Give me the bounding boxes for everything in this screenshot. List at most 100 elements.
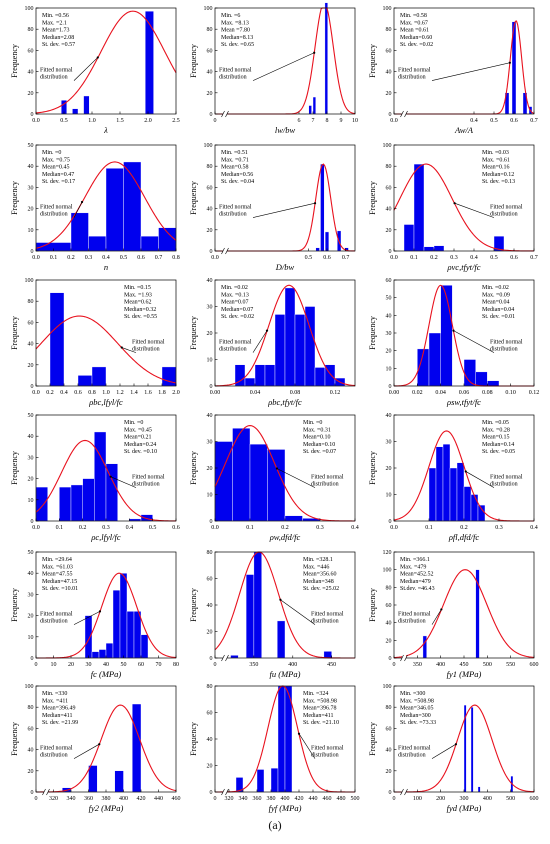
y-tick-label: 80 (207, 164, 213, 170)
stat-line: Min. =328.1 (303, 557, 333, 563)
stat-line: St. dev. =0.13 (482, 179, 515, 185)
stat-line: Min. =366.1 (400, 557, 430, 563)
x-tick-label: 0.06 (459, 390, 470, 396)
y-tick-label: 60 (207, 577, 213, 583)
bar-1 (315, 247, 320, 252)
axis-break-marker (221, 654, 229, 662)
bar-3 (254, 364, 266, 387)
y-tick-label: 20 (386, 91, 392, 97)
x-tick-label: 9 (340, 118, 343, 124)
x-tick-label: 0.8 (172, 255, 180, 261)
bar-3 (423, 246, 435, 252)
x-axis-label: fyd (MPa) (447, 803, 482, 813)
x-tick-label: 0.1 (50, 255, 58, 261)
y-tick-label: 30 (28, 185, 34, 191)
y-tick-label: 20 (28, 769, 34, 775)
x-tick-label: 0.2 (281, 525, 289, 531)
y-tick-label: 80 (386, 585, 392, 591)
y-tick-label: 40 (386, 313, 392, 319)
y-tick-label: 10 (28, 635, 34, 641)
fitted-normal-curve (35, 315, 177, 384)
bar-2 (256, 769, 265, 793)
fit-annotation: distribution (40, 753, 68, 759)
x-tick-label: 1.6 (144, 390, 152, 396)
x-tick-label: 0.0 (390, 525, 398, 531)
y-tick-label: 20 (386, 769, 392, 775)
chart-panel-3: 0.0 0.4 0.5 0.6 0.7 0 20 40 60 80 100 Aw/A Frequency… (368, 6, 538, 135)
plot-frame (214, 7, 356, 115)
bar-6 (119, 573, 128, 659)
y-tick-label: 20 (207, 466, 213, 472)
stat-line: Max. =0.67 (400, 20, 428, 26)
y-tick-label: 50 (28, 550, 34, 556)
stat-line: Max. =2.1 (42, 20, 67, 26)
x-tick-label: 0.7 (530, 255, 538, 261)
y-tick-label: 100 (25, 278, 34, 284)
stat-line: Min. =330 (42, 691, 67, 697)
x-tick-label: 0.4 (530, 525, 538, 531)
fit-annotation-arrowhead (96, 56, 99, 59)
bar-7 (294, 314, 306, 387)
bar-2 (435, 446, 444, 522)
bar-3 (324, 231, 330, 252)
x-tick-label: 0.4 (102, 255, 110, 261)
stat-line: Min. =0.56 (42, 13, 69, 19)
y-tick-label: 60 (386, 278, 392, 284)
y-tick-label: 20 (386, 228, 392, 234)
fit-annotation: Fitted normal (398, 612, 431, 618)
x-axis-label: lw/bw (275, 125, 296, 135)
fit-annotation: Fitted normal (490, 205, 523, 211)
y-tick-label: 60 (386, 185, 392, 191)
y-tick-label: 0 (210, 384, 213, 390)
x-tick-label: 0 (393, 796, 396, 802)
y-tick-label: 20 (207, 764, 213, 770)
bar-2 (320, 163, 325, 252)
fit-annotation: Fitted normal (40, 68, 73, 74)
y-axis-label: Frequency (10, 722, 19, 756)
chart-panel-6: 0.0 0.1 0.2 0.3 0.4 0.5 0.6 0.7 0 20 40 60 80 100 ρvc,… (368, 143, 538, 272)
bar-5 (323, 651, 332, 659)
y-tick-label: 80 (207, 27, 213, 33)
fit-annotation: Fitted normal (398, 746, 431, 752)
x-tick-label: 0.2 (67, 255, 75, 261)
x-tick-label: 0.4 (351, 525, 359, 531)
fit-annotation-arrowhead (120, 346, 123, 349)
bar-5 (274, 314, 286, 387)
y-tick-label: 60 (207, 711, 213, 717)
y-tick-label: 20 (28, 363, 34, 369)
bar-1 (422, 635, 427, 659)
x-tick-label: 0.2 (460, 525, 468, 531)
fit-annotation-arrowhead (279, 598, 282, 601)
y-tick-label: 20 (386, 466, 392, 472)
x-tick-label: 350 (249, 662, 258, 668)
x-tick-label: 0.08 (482, 390, 493, 396)
bar-2 (413, 163, 425, 252)
stat-line: St. dev. =73.33 (400, 720, 436, 726)
fit-annotation-arrowhead (453, 202, 456, 205)
chart-panel-11: 0.0 0.1 0.2 0.3 0.4 0 10 20 30 40 ρw,dfd/fc Frequen… (189, 413, 359, 542)
stat-line: Min. =324 (303, 691, 328, 697)
y-tick-label: 40 (28, 164, 34, 170)
x-tick-label: 380 (102, 796, 111, 802)
stat-line: Mean=1.73 (42, 28, 70, 34)
fit-annotation: distribution (40, 212, 68, 218)
stat-line: Max. =1.93 (124, 292, 152, 298)
stat-line: Mean=0.58 (221, 165, 249, 171)
x-tick-label: 400 (281, 796, 290, 802)
x-tick-label: 0 (393, 662, 396, 668)
plot-frame (214, 144, 356, 252)
x-tick-label: 440 (309, 796, 318, 802)
fit-annotation-arrow (298, 733, 316, 759)
stat-line: Median=0.47 (42, 172, 74, 178)
y-tick-label: 40 (207, 278, 213, 284)
fitted-normal-curve (393, 569, 535, 659)
x-tick-label: 0 (35, 662, 38, 668)
stat-line: St. dev. =0.17 (42, 179, 75, 185)
bar-1 (403, 224, 415, 252)
stat-line: Median=0.04 (482, 307, 514, 313)
stat-line: Median=411 (303, 713, 334, 719)
bar-3 (98, 649, 107, 659)
fit-annotation-arrow (431, 609, 442, 625)
y-tick-label: 0 (389, 112, 392, 118)
x-tick-label: 400 (436, 662, 445, 668)
